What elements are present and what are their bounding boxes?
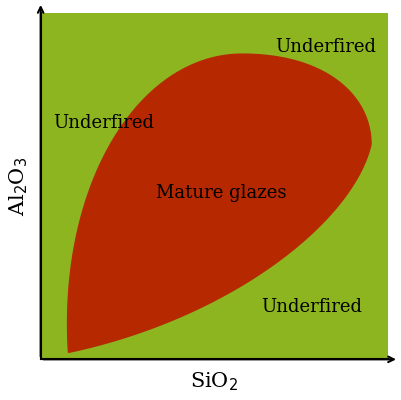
- Polygon shape: [67, 54, 371, 352]
- X-axis label: SiO$_2$: SiO$_2$: [190, 370, 239, 393]
- Text: Underfired: Underfired: [53, 114, 154, 132]
- Y-axis label: Al$_2$O$_3$: Al$_2$O$_3$: [7, 156, 30, 216]
- Text: Underfired: Underfired: [275, 38, 376, 56]
- Text: Underfired: Underfired: [261, 298, 363, 316]
- Text: Mature glazes: Mature glazes: [156, 184, 287, 202]
